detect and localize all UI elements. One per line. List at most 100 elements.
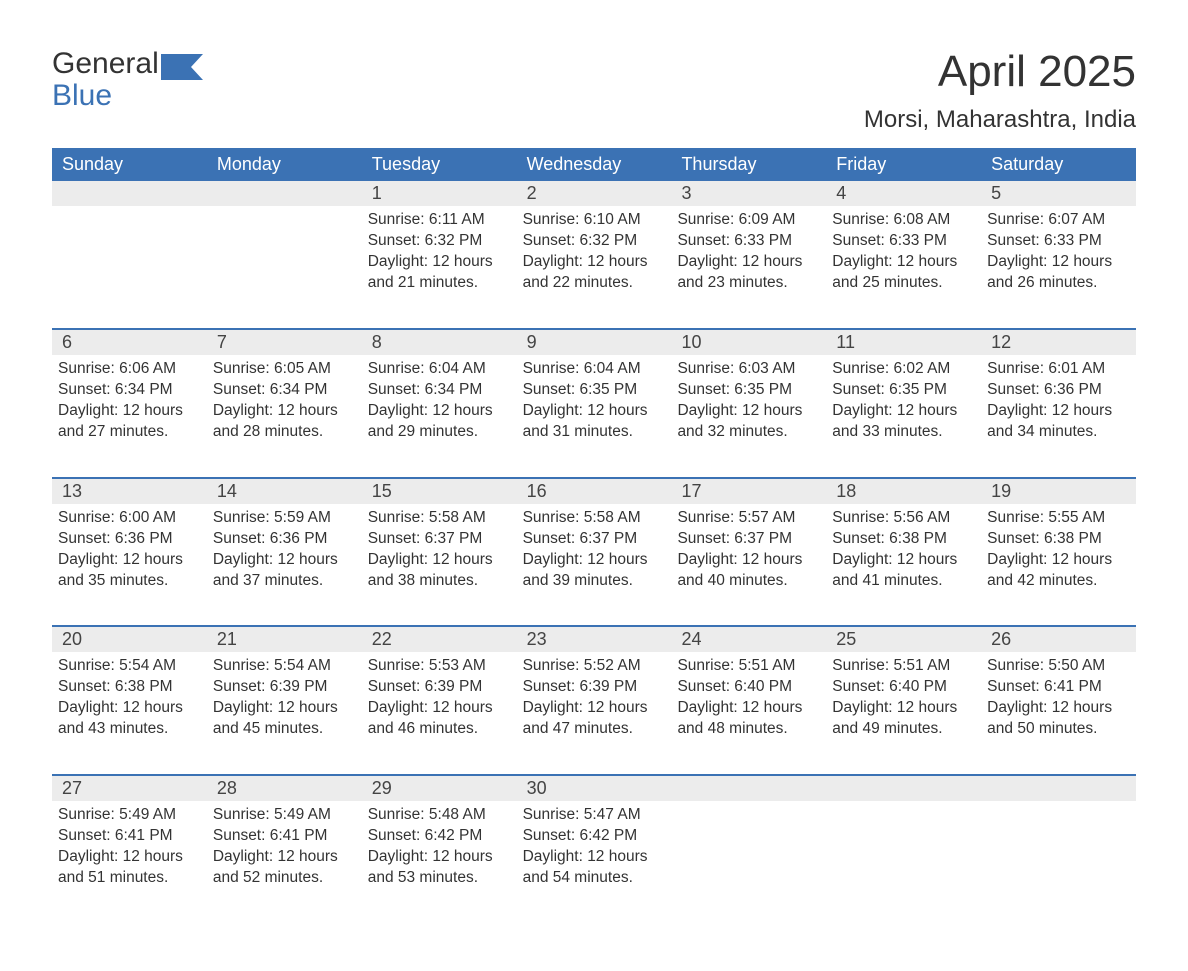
day-cell: Sunrise: 6:09 AMSunset: 6:33 PMDaylight:… [671,206,826,328]
day-cell: Sunrise: 5:54 AMSunset: 6:38 PMDaylight:… [52,652,207,774]
logo: General Blue [52,48,203,111]
day-cell: Sunrise: 5:50 AMSunset: 6:41 PMDaylight:… [981,652,1136,774]
day-number: 13 [52,479,207,504]
sunrise-line: Sunrise: 5:54 AM [213,656,356,677]
daylight-line: Daylight: 12 hours and 48 minutes. [677,698,820,740]
day-info: Sunrise: 5:48 AMSunset: 6:42 PMDaylight:… [368,801,511,889]
day-info: Sunrise: 5:51 AMSunset: 6:40 PMDaylight:… [832,652,975,740]
day-number: 19 [981,479,1136,504]
daylight-line: Daylight: 12 hours and 37 minutes. [213,550,356,592]
day-number [671,776,826,801]
day-number: 26 [981,627,1136,652]
day-cell: Sunrise: 5:49 AMSunset: 6:41 PMDaylight:… [207,801,362,923]
daylight-line: Daylight: 12 hours and 27 minutes. [58,401,201,443]
daylight-line: Daylight: 12 hours and 35 minutes. [58,550,201,592]
day-cell: Sunrise: 6:05 AMSunset: 6:34 PMDaylight:… [207,355,362,477]
sunrise-line: Sunrise: 5:49 AM [213,805,356,826]
day-info: Sunrise: 5:58 AMSunset: 6:37 PMDaylight:… [368,504,511,592]
day-number: 27 [52,776,207,801]
day-cell: Sunrise: 6:06 AMSunset: 6:34 PMDaylight:… [52,355,207,477]
daylight-line: Daylight: 12 hours and 22 minutes. [523,252,666,294]
daynum-strip: 12345 [52,181,1136,206]
day-number: 11 [826,330,981,355]
day-cell: Sunrise: 5:56 AMSunset: 6:38 PMDaylight:… [826,504,981,626]
daylight-line: Daylight: 12 hours and 29 minutes. [368,401,511,443]
day-info: Sunrise: 6:08 AMSunset: 6:33 PMDaylight:… [832,206,975,294]
day-info: Sunrise: 5:57 AMSunset: 6:37 PMDaylight:… [677,504,820,592]
daylight-line: Daylight: 12 hours and 47 minutes. [523,698,666,740]
dow-cell: Monday [207,148,362,181]
daylight-line: Daylight: 12 hours and 25 minutes. [832,252,975,294]
sunset-line: Sunset: 6:36 PM [987,380,1130,401]
daylight-line: Daylight: 12 hours and 43 minutes. [58,698,201,740]
sunrise-line: Sunrise: 6:09 AM [677,210,820,231]
day-cell: Sunrise: 5:54 AMSunset: 6:39 PMDaylight:… [207,652,362,774]
day-of-week-header: SundayMondayTuesdayWednesdayThursdayFrid… [52,148,1136,181]
daylight-line: Daylight: 12 hours and 41 minutes. [832,550,975,592]
sunrise-line: Sunrise: 6:02 AM [832,359,975,380]
day-number [207,181,362,206]
sunrise-line: Sunrise: 5:55 AM [987,508,1130,529]
sunset-line: Sunset: 6:34 PM [58,380,201,401]
day-info: Sunrise: 5:49 AMSunset: 6:41 PMDaylight:… [58,801,201,889]
day-info: Sunrise: 6:00 AMSunset: 6:36 PMDaylight:… [58,504,201,592]
sunset-line: Sunset: 6:41 PM [213,826,356,847]
day-cell: Sunrise: 5:48 AMSunset: 6:42 PMDaylight:… [362,801,517,923]
day-cell: Sunrise: 6:10 AMSunset: 6:32 PMDaylight:… [517,206,672,328]
day-number: 17 [671,479,826,504]
daylight-line: Daylight: 12 hours and 51 minutes. [58,847,201,889]
daynum-strip: 27282930 [52,774,1136,801]
day-number [826,776,981,801]
day-cell [207,206,362,328]
day-number: 25 [826,627,981,652]
day-info: Sunrise: 6:01 AMSunset: 6:36 PMDaylight:… [987,355,1130,443]
day-info: Sunrise: 6:11 AMSunset: 6:32 PMDaylight:… [368,206,511,294]
sunset-line: Sunset: 6:33 PM [677,231,820,252]
day-number [52,181,207,206]
week-row: Sunrise: 5:54 AMSunset: 6:38 PMDaylight:… [52,652,1136,774]
dow-cell: Sunday [52,148,207,181]
sunset-line: Sunset: 6:38 PM [832,529,975,550]
day-cell: Sunrise: 6:01 AMSunset: 6:36 PMDaylight:… [981,355,1136,477]
sunset-line: Sunset: 6:39 PM [213,677,356,698]
day-cell: Sunrise: 6:03 AMSunset: 6:35 PMDaylight:… [671,355,826,477]
dow-cell: Saturday [981,148,1136,181]
daylight-line: Daylight: 12 hours and 46 minutes. [368,698,511,740]
day-cell: Sunrise: 6:04 AMSunset: 6:35 PMDaylight:… [517,355,672,477]
week-row: Sunrise: 6:11 AMSunset: 6:32 PMDaylight:… [52,206,1136,328]
day-number: 9 [517,330,672,355]
day-info: Sunrise: 6:03 AMSunset: 6:35 PMDaylight:… [677,355,820,443]
daylight-line: Daylight: 12 hours and 28 minutes. [213,401,356,443]
calendar-table: SundayMondayTuesdayWednesdayThursdayFrid… [52,148,1136,922]
day-info: Sunrise: 5:55 AMSunset: 6:38 PMDaylight:… [987,504,1130,592]
daylight-line: Daylight: 12 hours and 31 minutes. [523,401,666,443]
sunrise-line: Sunrise: 5:59 AM [213,508,356,529]
day-number: 8 [362,330,517,355]
sunset-line: Sunset: 6:32 PM [368,231,511,252]
day-cell [52,206,207,328]
sunset-line: Sunset: 6:35 PM [677,380,820,401]
daylight-line: Daylight: 12 hours and 45 minutes. [213,698,356,740]
daylight-line: Daylight: 12 hours and 23 minutes. [677,252,820,294]
day-info: Sunrise: 6:06 AMSunset: 6:34 PMDaylight:… [58,355,201,443]
day-cell [981,801,1136,923]
day-number [981,776,1136,801]
sunrise-line: Sunrise: 6:04 AM [368,359,511,380]
day-info: Sunrise: 6:04 AMSunset: 6:34 PMDaylight:… [368,355,511,443]
daylight-line: Daylight: 12 hours and 49 minutes. [832,698,975,740]
day-number: 21 [207,627,362,652]
sunset-line: Sunset: 6:34 PM [368,380,511,401]
day-cell: Sunrise: 6:08 AMSunset: 6:33 PMDaylight:… [826,206,981,328]
sunset-line: Sunset: 6:35 PM [523,380,666,401]
sunrise-line: Sunrise: 5:47 AM [523,805,666,826]
day-info: Sunrise: 5:56 AMSunset: 6:38 PMDaylight:… [832,504,975,592]
sunrise-line: Sunrise: 5:49 AM [58,805,201,826]
day-cell [671,801,826,923]
daylight-line: Daylight: 12 hours and 38 minutes. [368,550,511,592]
daynum-strip: 6789101112 [52,328,1136,355]
day-number: 18 [826,479,981,504]
title-block: April 2025 Morsi, Maharashtra, India [864,48,1136,134]
day-number: 28 [207,776,362,801]
sunset-line: Sunset: 6:41 PM [987,677,1130,698]
location-subtitle: Morsi, Maharashtra, India [864,106,1136,134]
